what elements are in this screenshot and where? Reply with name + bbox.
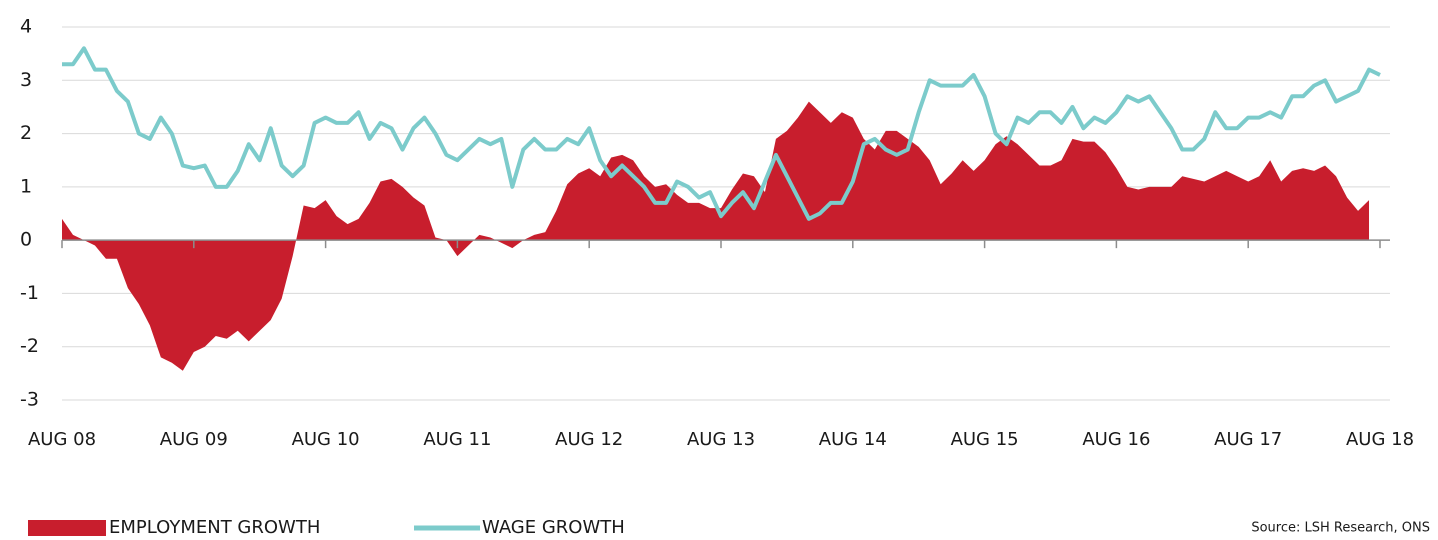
x-tick-label: AUG 08: [28, 429, 96, 450]
x-tick-label: AUG 18: [1346, 429, 1414, 450]
x-tick-label: AUG 09: [160, 429, 228, 450]
y-tick-label: -2: [20, 335, 39, 357]
y-tick-label: 0: [20, 229, 32, 251]
source-note: Source: LSH Research, ONS: [1251, 521, 1430, 536]
x-tick-label: AUG 10: [292, 429, 360, 450]
legend-label: EMPLOYMENT GROWTH: [109, 517, 320, 538]
x-tick-label: AUG 12: [555, 429, 623, 450]
legend-label: WAGE GROWTH: [482, 517, 625, 538]
x-tick-label: AUG 16: [1082, 429, 1150, 450]
y-tick-label: -1: [20, 282, 39, 304]
y-tick-label: 1: [20, 175, 32, 197]
legend-swatch: [28, 520, 106, 536]
y-tick-label: 3: [20, 69, 32, 91]
y-tick-label: 2: [20, 122, 32, 144]
wage-line: [62, 46, 1381, 221]
x-tick-label: AUG 14: [819, 429, 887, 450]
y-tick-label: 4: [20, 16, 32, 38]
x-tick-label: AUG 11: [423, 429, 491, 450]
x-tick-label: AUG 15: [951, 429, 1019, 450]
x-tick-label: AUG 17: [1214, 429, 1282, 450]
x-tick-label: AUG 13: [687, 429, 755, 450]
employment-area: [62, 101, 1370, 371]
y-tick-label: -3: [20, 389, 39, 411]
